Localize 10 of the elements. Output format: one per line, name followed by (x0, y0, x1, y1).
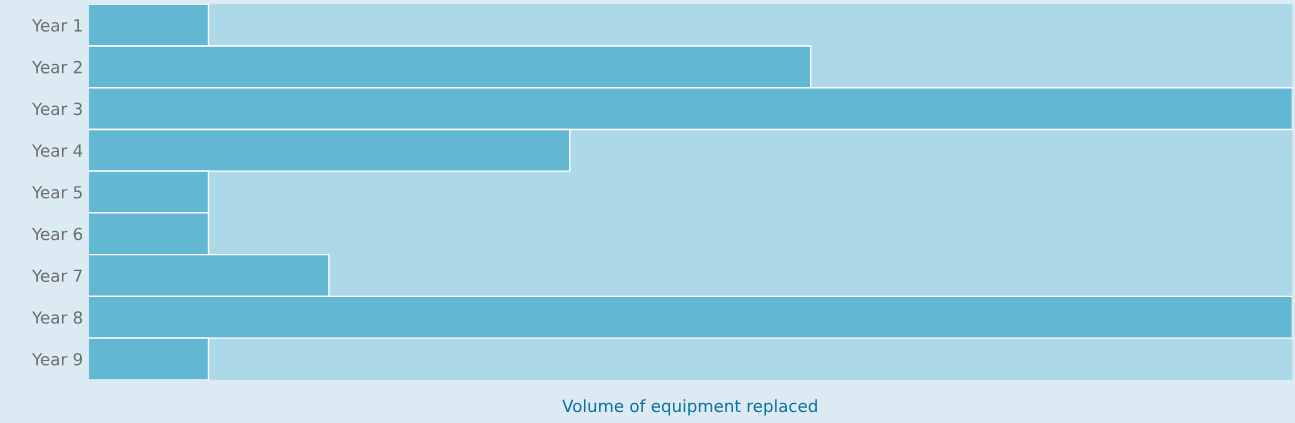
y-tick-label: Year 4 (31, 144, 83, 157)
y-tick-label: Year 2 (31, 60, 82, 74)
y-tick-label: Year 3 (31, 102, 82, 116)
y-tick-label: Year 7 (31, 269, 82, 283)
y-tick-label: Year 6 (31, 227, 83, 241)
y-tick-label: Year 5 (31, 186, 82, 199)
x-axis-title: Volume of equipment replaced (562, 399, 817, 416)
y-tick-label: Year 1 (31, 19, 82, 32)
y-tick-label: Year 8 (31, 311, 83, 324)
y-tick-label: Year 9 (31, 352, 83, 366)
